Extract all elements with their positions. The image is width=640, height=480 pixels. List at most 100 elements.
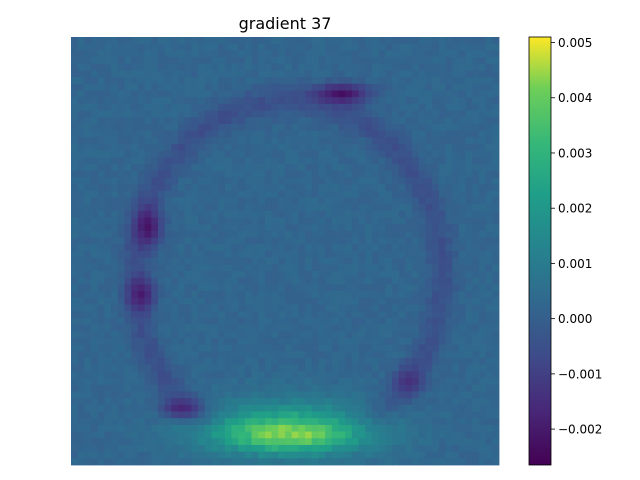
heatmap-cell	[425, 197, 433, 205]
heatmap-cell	[311, 130, 319, 138]
heatmap-cell	[157, 157, 166, 165]
heatmap-cell	[191, 291, 199, 299]
heatmap-cell	[117, 123, 125, 132]
heatmap-cell	[198, 331, 206, 339]
heatmap-cell	[445, 291, 453, 299]
heatmap-cell	[218, 70, 226, 78]
heatmap-cell	[137, 337, 145, 346]
heatmap-cell	[452, 164, 460, 172]
heatmap-cell	[104, 217, 112, 225]
heatmap-cell	[291, 431, 299, 439]
heatmap-cell	[124, 411, 132, 419]
heatmap-cell	[445, 324, 453, 332]
heatmap-cell	[351, 337, 359, 346]
heatmap-cell	[84, 50, 92, 58]
heatmap-cell	[231, 170, 239, 178]
heatmap-cell	[398, 83, 406, 91]
heatmap-cell	[445, 277, 453, 285]
heatmap-cell	[117, 63, 125, 71]
heatmap-cell	[371, 424, 380, 432]
heatmap-cell	[164, 277, 172, 285]
heatmap-cell	[472, 418, 480, 426]
heatmap-cell	[198, 431, 206, 439]
heatmap-cell	[224, 184, 232, 192]
heatmap-cell	[244, 63, 252, 71]
heatmap-cell	[445, 110, 453, 118]
heatmap-cell	[291, 257, 299, 265]
heatmap-cell	[291, 57, 299, 65]
heatmap-cell	[418, 170, 426, 178]
heatmap-cell	[258, 444, 266, 453]
heatmap-cell	[84, 57, 92, 65]
heatmap-cell	[331, 344, 339, 352]
heatmap-cell	[131, 50, 139, 58]
heatmap-cell	[97, 197, 105, 205]
heatmap-cell	[365, 444, 373, 453]
heatmap-cell	[171, 404, 179, 412]
heatmap-cell	[171, 264, 179, 272]
heatmap-cell	[218, 271, 226, 279]
heatmap-cell	[305, 63, 313, 71]
heatmap-cell	[184, 137, 192, 145]
heatmap-cell	[472, 458, 480, 466]
heatmap-cell	[445, 418, 453, 426]
heatmap-cell	[392, 77, 400, 85]
heatmap-cell	[338, 164, 346, 172]
heatmap-cell	[472, 244, 480, 252]
heatmap-cell	[164, 170, 172, 178]
heatmap-cell	[117, 398, 125, 406]
heatmap-cell	[258, 431, 266, 439]
heatmap-cell	[238, 297, 246, 305]
heatmap-cell	[398, 190, 406, 198]
heatmap-cell	[472, 224, 480, 232]
heatmap-cell	[171, 164, 179, 172]
heatmap-cell	[117, 364, 125, 372]
heatmap-cell	[178, 144, 186, 152]
heatmap-cell	[485, 184, 493, 192]
heatmap-cell	[305, 137, 313, 145]
heatmap-cell	[151, 230, 159, 239]
heatmap-cell	[472, 331, 480, 339]
heatmap-cell	[238, 251, 246, 259]
heatmap-cell	[244, 404, 252, 412]
heatmap-cell	[164, 418, 172, 426]
heatmap-cell	[244, 37, 252, 45]
heatmap-cell	[204, 264, 212, 272]
heatmap-cell	[311, 197, 319, 205]
heatmap-cell	[238, 90, 246, 98]
heatmap-cell	[211, 344, 219, 352]
heatmap-cell	[224, 304, 232, 312]
heatmap-cell	[285, 271, 293, 279]
heatmap-cell	[278, 458, 286, 466]
heatmap-cell	[97, 291, 105, 299]
heatmap-cell	[278, 123, 286, 132]
heatmap-cell	[311, 117, 319, 125]
heatmap-cell	[478, 424, 487, 432]
heatmap-cell	[218, 117, 226, 125]
heatmap-cell	[311, 50, 319, 58]
heatmap-cell	[204, 411, 212, 419]
heatmap-cell	[378, 424, 386, 432]
heatmap-cell	[425, 411, 433, 419]
heatmap-cell	[231, 164, 239, 172]
heatmap-cell	[238, 150, 246, 158]
heatmap-cell	[171, 83, 179, 91]
heatmap-cell	[124, 251, 132, 259]
heatmap-cell	[405, 458, 413, 466]
heatmap-cell	[472, 324, 480, 332]
heatmap-cell	[117, 237, 125, 245]
heatmap-cell	[485, 164, 493, 172]
heatmap-cell	[351, 324, 359, 332]
heatmap-cell	[432, 224, 440, 232]
heatmap-cell	[157, 378, 166, 386]
heatmap-cell	[325, 424, 333, 432]
heatmap-cell	[345, 344, 353, 352]
heatmap-cell	[371, 324, 380, 332]
heatmap-cell	[91, 358, 99, 366]
heatmap-cell	[445, 317, 453, 325]
heatmap-cell	[485, 210, 493, 218]
heatmap-cell	[358, 90, 366, 98]
heatmap-cell	[338, 364, 346, 372]
heatmap-cell	[211, 37, 219, 45]
heatmap-cell	[84, 210, 92, 218]
